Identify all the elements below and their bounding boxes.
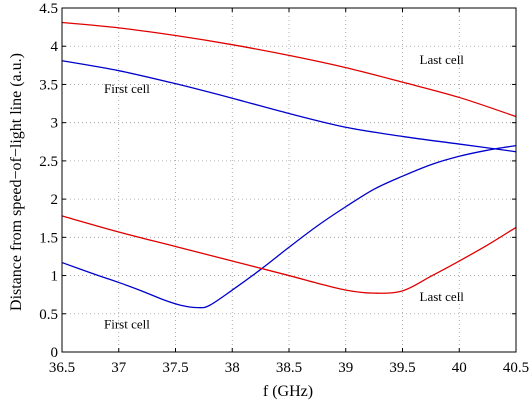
x-tick-labels: 36.5 37 37.5 38 38.5 39 39.5 40 40.5: [49, 360, 529, 376]
x-tick-label: 40: [452, 360, 467, 376]
y-tick-label: 1: [51, 269, 59, 285]
x-tick-label: 37.5: [162, 360, 188, 376]
annotation-label: Last cell: [420, 52, 465, 67]
x-tick-label: 38: [225, 360, 240, 376]
x-tick-label: 37: [111, 360, 127, 376]
series-line-1-red: [61, 21, 517, 118]
x-tick-label: 38.5: [276, 360, 302, 376]
x-tick-label: 36.5: [49, 360, 75, 376]
y-tick-labels: 0 0.5 1 1.5 2 2.5 3 3.5 4 4.5: [39, 1, 58, 361]
annotation-label: Last cell: [420, 289, 465, 304]
series-line-2-blue: [61, 60, 517, 153]
annotation-label: First cell: [104, 316, 150, 331]
annotations: Last cell First cell Last cell First cell: [104, 52, 464, 331]
y-tick-label: 2.5: [39, 154, 58, 170]
annotation-label: First cell: [104, 81, 150, 96]
y-tick-label: 3: [51, 116, 59, 132]
y-tick-label: 4: [51, 39, 59, 55]
x-tick-label: 39.5: [389, 360, 415, 376]
y-tick-label: 1.5: [39, 230, 58, 246]
series-line-4-red: [61, 215, 517, 294]
y-tick-label: 3.5: [39, 77, 58, 93]
grid: [62, 8, 516, 352]
y-axis-label: Distance from speed−of−light line (a.u.): [8, 53, 25, 311]
x-axis-label: f (GHz): [263, 383, 313, 400]
series-line-3-blue: [61, 144, 517, 309]
y-tick-label: 2: [51, 192, 59, 208]
x-tick-label: 39: [338, 360, 353, 376]
tick-marks: [61, 7, 517, 353]
y-tick-label: 4.5: [39, 1, 58, 17]
x-tick-label: 40.5: [503, 360, 529, 376]
y-tick-label: 0: [51, 345, 59, 361]
y-tick-label: 0.5: [39, 307, 58, 323]
series-group: [61, 21, 517, 309]
